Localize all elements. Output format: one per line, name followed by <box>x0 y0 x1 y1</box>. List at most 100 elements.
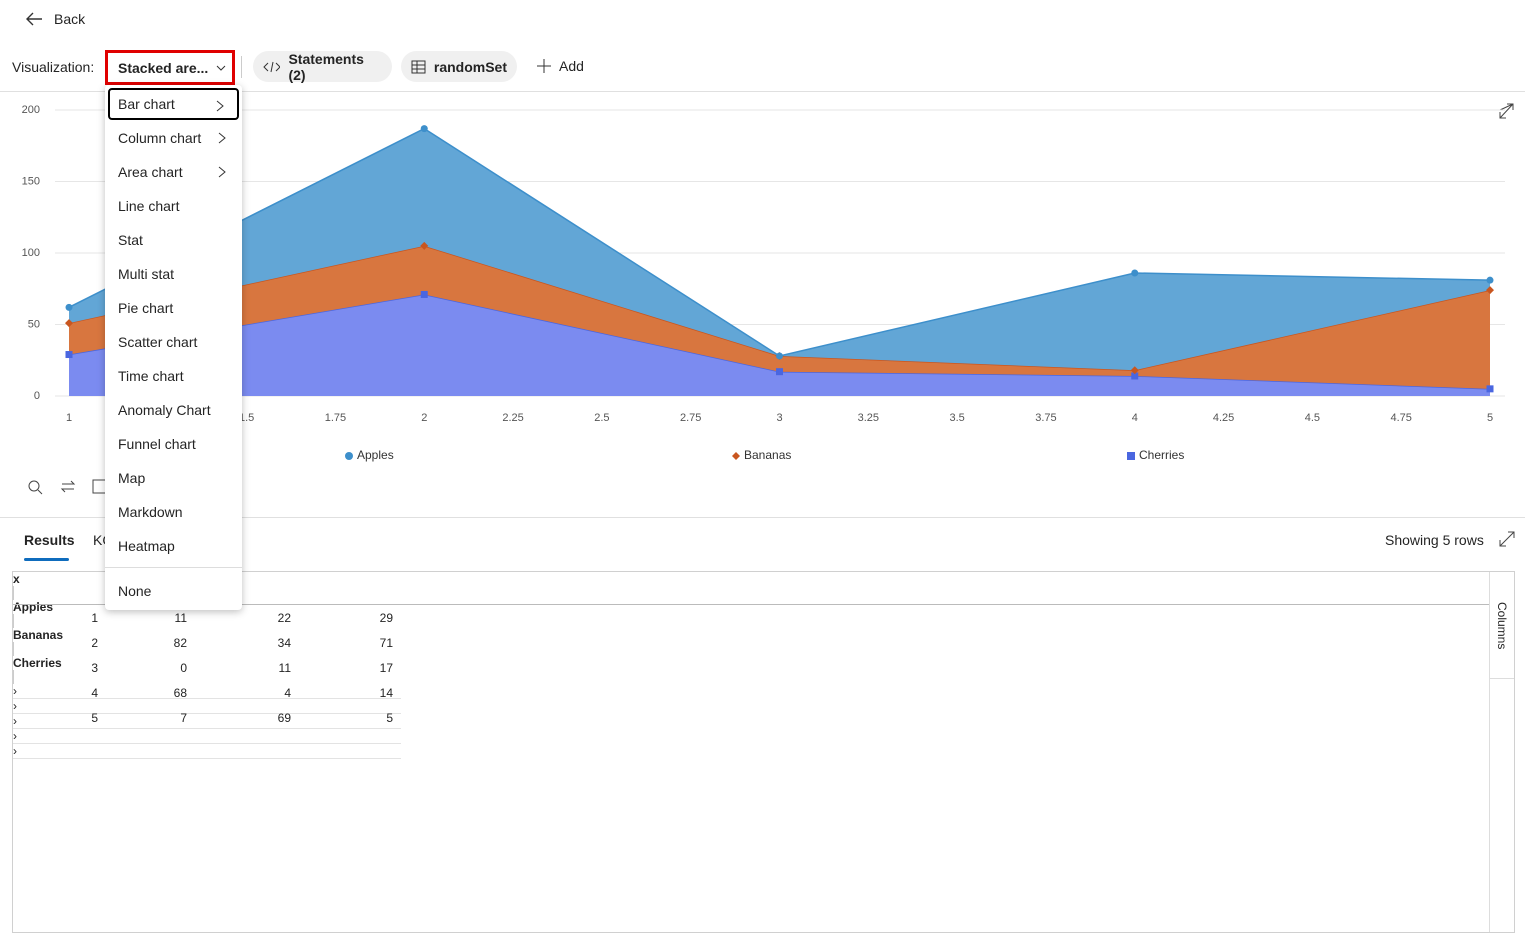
column-divider <box>13 670 14 684</box>
add-button[interactable]: Add <box>536 58 584 74</box>
visualization-menu: None Bar chart Column chart Area chart Line… <box>105 85 242 610</box>
table-cell: 2 <box>91 636 98 650</box>
table-cell: 4 <box>284 686 291 700</box>
x-tick-label: 2.5 <box>594 412 609 424</box>
x-tick-label: 2.75 <box>680 412 701 424</box>
x-tick-label: 3.25 <box>858 412 879 424</box>
marker <box>65 351 73 359</box>
expand-row[interactable]: › <box>13 729 17 743</box>
expand-row[interactable]: › <box>13 684 17 698</box>
submenu-chevron <box>218 132 226 144</box>
table-cell: 17 <box>379 661 393 675</box>
marker <box>776 368 783 376</box>
menu-item[interactable]: Map <box>118 470 146 486</box>
menu-item[interactable]: Scatter chart <box>118 334 198 350</box>
table-cell: 1 <box>91 611 98 625</box>
menu-item[interactable]: Funnel chart <box>118 436 196 452</box>
table-cell: 68 <box>173 686 187 700</box>
table-cell: 4 <box>91 686 98 700</box>
y-tick-label: 0 <box>34 390 40 402</box>
y-tick-label: 50 <box>28 318 40 330</box>
column-header[interactable]: Bananas <box>13 628 64 642</box>
menu-item[interactable]: Column chart <box>108 122 239 154</box>
row-border <box>13 713 401 714</box>
menu-item[interactable]: Pie chart <box>118 300 174 316</box>
expand-row[interactable]: › <box>13 699 17 713</box>
y-tick-label: 200 <box>22 104 40 116</box>
marker <box>1486 276 1494 284</box>
menu-item[interactable]: Heatmap <box>118 538 175 554</box>
visualization-dropdown[interactable]: Stacked are... <box>105 50 235 85</box>
marker <box>65 319 73 328</box>
x-tick-label: 5 <box>1487 412 1493 424</box>
menu-item[interactable]: None <box>118 583 152 599</box>
marker <box>420 241 429 250</box>
menu-item[interactable]: Anomaly Chart <box>118 402 211 418</box>
column-header[interactable]: x <box>13 572 20 586</box>
expand-results-icon[interactable] <box>1499 531 1515 547</box>
expand-row[interactable]: › <box>13 744 17 758</box>
table-cell: 11 <box>278 661 291 675</box>
divider <box>241 56 242 78</box>
menu-item[interactable]: Stat <box>118 232 143 248</box>
menu-item[interactable]: Markdown <box>118 504 183 520</box>
statements-label: Statements (2) <box>288 50 364 83</box>
visualization-value: Stacked are... <box>118 59 209 76</box>
table-cell: 5 <box>91 711 98 725</box>
visualization-label: Visualization: <box>12 59 95 75</box>
row-border <box>13 758 401 759</box>
x-tick-label: 1 <box>66 412 72 424</box>
legend-label: Apples <box>357 448 394 462</box>
tab-underline <box>24 558 69 561</box>
table-cell: 5 <box>386 711 393 725</box>
table-cell: 11 <box>174 611 187 625</box>
legend-marker <box>1127 452 1135 460</box>
column-divider <box>13 614 14 628</box>
marker <box>1130 366 1139 375</box>
menu-item[interactable]: Bar chart <box>108 88 239 120</box>
zoom-icon[interactable] <box>28 480 43 495</box>
results-tab[interactable]: Results <box>24 532 75 548</box>
x-tick-label: 4.75 <box>1390 412 1411 424</box>
menu-item[interactable]: Multi stat <box>118 266 175 282</box>
x-tick-label: 1.5 <box>239 412 254 424</box>
columns-panel[interactable]: Columns <box>1495 602 1509 650</box>
area-fill <box>69 294 1490 396</box>
reset-icon[interactable] <box>60 480 76 493</box>
column-header[interactable]: Cherries <box>13 656 62 670</box>
legend-label: Cherries <box>1139 448 1184 462</box>
marker <box>1486 286 1494 295</box>
marker <box>1131 269 1139 277</box>
column-header[interactable]: Apples <box>13 600 54 614</box>
menu-item[interactable]: Time chart <box>118 368 184 384</box>
area-fill <box>69 128 1490 371</box>
dataset-button[interactable]: randomSet <box>401 51 517 82</box>
expand-row[interactable]: › <box>13 714 17 728</box>
table-cell: 7 <box>180 711 187 725</box>
y-tick-label: 150 <box>22 175 40 187</box>
sidebar-border <box>1490 678 1514 679</box>
table-cell: 71 <box>379 636 393 650</box>
area-fill <box>69 245 1490 389</box>
row-border <box>13 743 401 744</box>
separator <box>0 517 1525 518</box>
menu-item[interactable]: Line chart <box>118 198 180 214</box>
expand-icon[interactable] <box>1499 103 1514 119</box>
statements-button[interactable]: Statements (2) <box>253 50 392 83</box>
submenu-chevron <box>218 166 226 178</box>
x-tick-label: 2 <box>421 412 427 424</box>
marker <box>1131 372 1139 380</box>
table-cell: 29 <box>379 611 393 625</box>
back-button[interactable]: Back <box>24 8 85 30</box>
sidebar-border <box>1489 572 1490 932</box>
x-tick-label: 1.75 <box>325 412 346 424</box>
separator <box>0 91 1525 92</box>
row-border <box>13 698 401 699</box>
row-count: Showing 5 rows <box>1385 532 1484 548</box>
marker <box>1486 385 1494 393</box>
x-tick-label: 3 <box>776 412 782 424</box>
marker <box>65 303 73 311</box>
menu-item[interactable]: Area chart <box>108 156 239 188</box>
x-tick-label: 4.5 <box>1305 412 1320 424</box>
